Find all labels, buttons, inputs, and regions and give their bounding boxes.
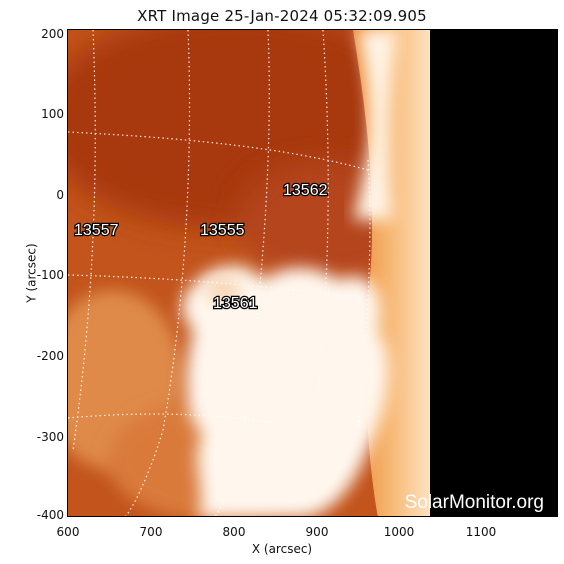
y-tick: -200 xyxy=(36,349,64,363)
xrt-solar-image: 13562 13557 13555 13561 SolarMonitor.org xyxy=(68,30,557,516)
x-tick: 600 xyxy=(56,525,80,539)
region-label: 13557 xyxy=(74,222,119,239)
y-tick: -400 xyxy=(36,508,64,522)
y-tick: 100 xyxy=(41,107,64,121)
x-axis-label: X (arcsec) xyxy=(251,542,313,556)
solar-image-plot: 13562 13557 13555 13561 SolarMonitor.org xyxy=(67,29,558,517)
x-tick: 1100 xyxy=(465,525,497,539)
y-tick: 0 xyxy=(56,188,64,202)
y-tick: -300 xyxy=(36,430,64,444)
heliographic-grid xyxy=(68,30,371,516)
x-tick: 1000 xyxy=(383,525,415,539)
region-label: 13562 xyxy=(283,182,328,199)
y-axis-label: Y (arcsec) xyxy=(24,243,39,303)
region-label: 13561 xyxy=(213,295,258,312)
x-tick: 900 xyxy=(305,525,329,539)
x-tick: 800 xyxy=(222,525,246,539)
x-tick: 700 xyxy=(139,525,163,539)
region-label: 13555 xyxy=(200,222,245,239)
watermark: SolarMonitor.org xyxy=(405,492,544,513)
y-tick: -100 xyxy=(36,268,64,282)
y-tick: 200 xyxy=(41,27,64,41)
image-title: XRT Image 25-Jan-2024 05:32:09.905 xyxy=(137,7,427,25)
